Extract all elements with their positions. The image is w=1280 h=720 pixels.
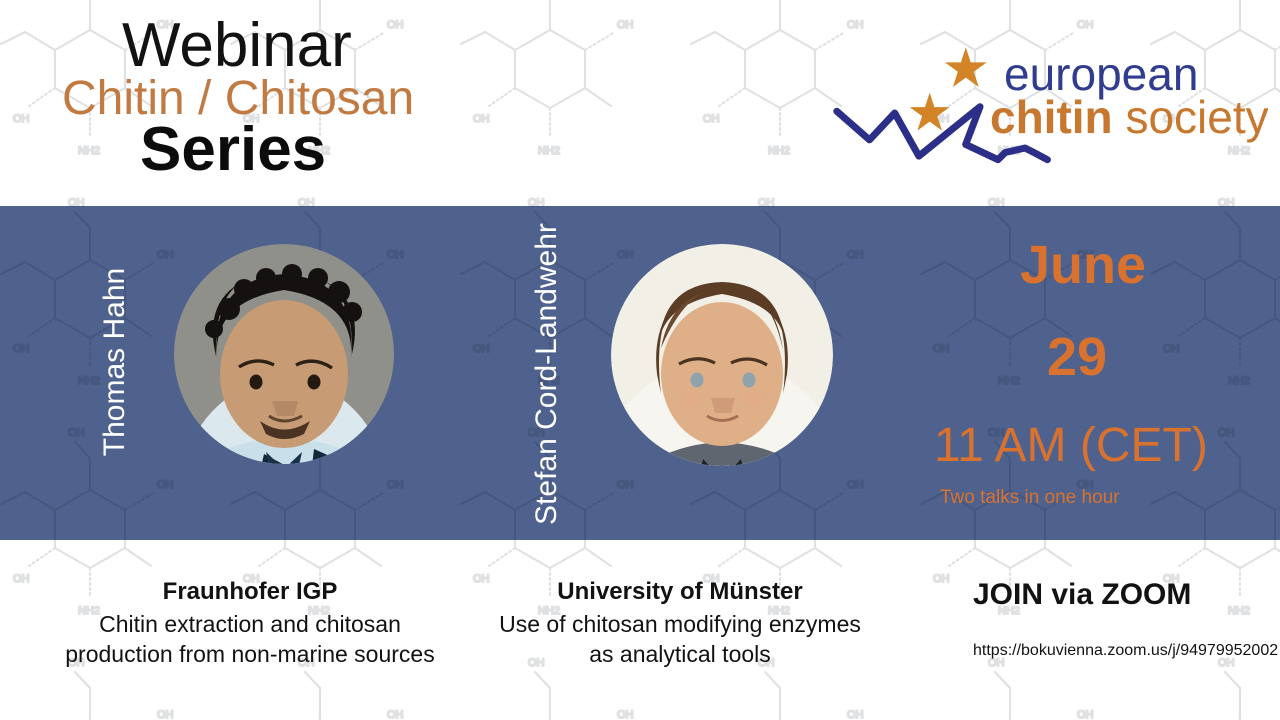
svg-text:chitin society: chitin society: [990, 91, 1268, 143]
